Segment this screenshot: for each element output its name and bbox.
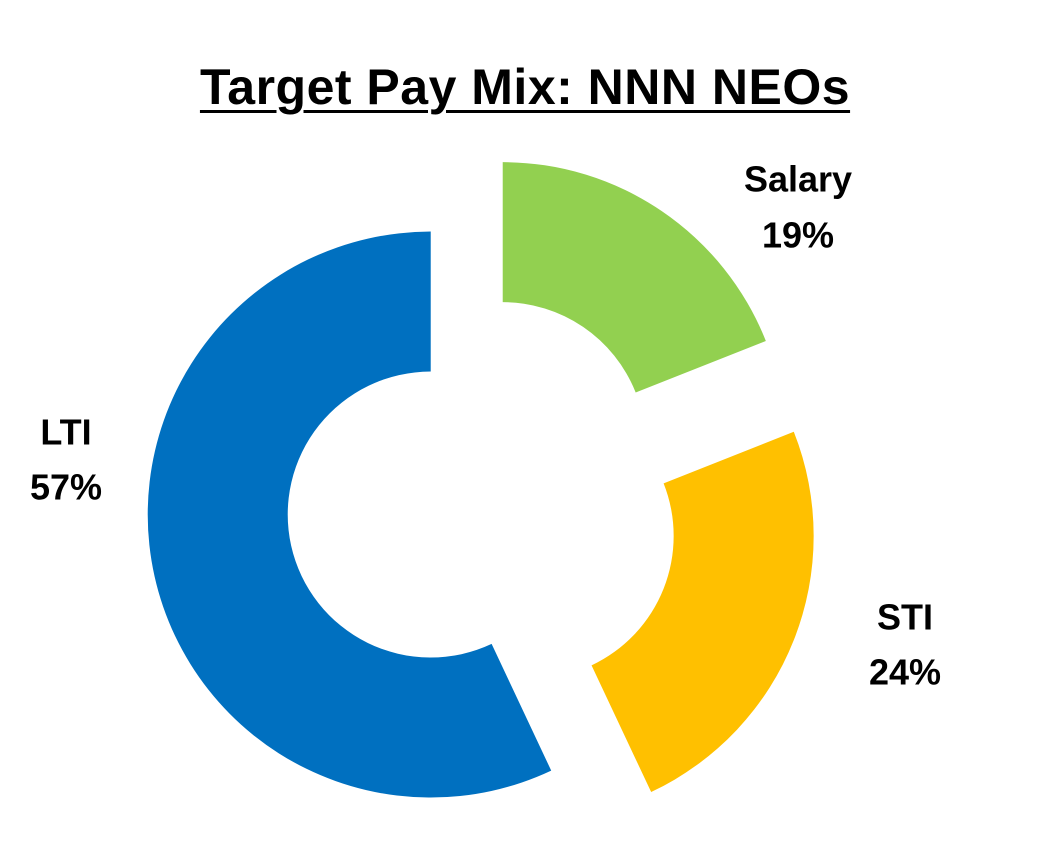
label-lti-name: LTI xyxy=(40,412,91,453)
label-salary-name: Salary xyxy=(744,159,852,200)
chart-title: Target Pay Mix: NNN NEOs xyxy=(199,59,851,115)
slice-sti xyxy=(591,431,814,793)
slices-group xyxy=(147,162,814,798)
slice-lti xyxy=(147,231,552,798)
slice-salary xyxy=(502,162,766,393)
labels-group: Salary 19% STI 24% LTI 57% xyxy=(30,159,941,693)
label-sti-value: 24% xyxy=(869,652,941,693)
label-salary-value: 19% xyxy=(762,215,834,256)
label-lti-value: 57% xyxy=(30,467,102,508)
label-sti-name: STI xyxy=(877,597,933,638)
